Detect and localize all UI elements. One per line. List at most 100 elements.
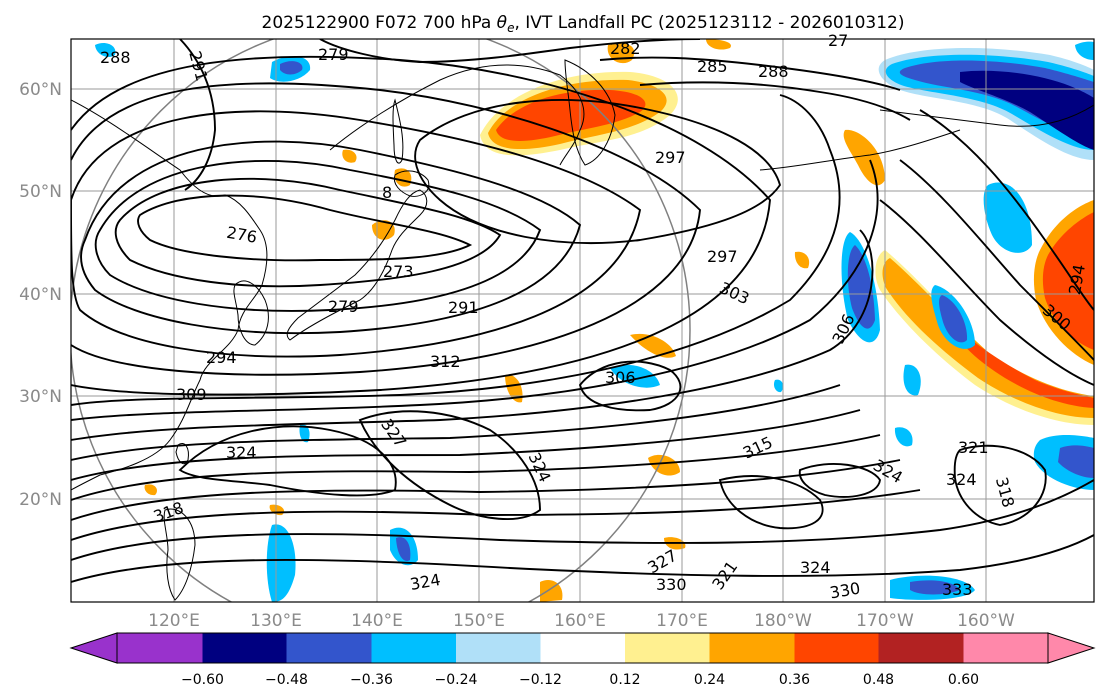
shade-blue-14 — [773, 379, 784, 393]
colorbar-tick-label: 0.12 — [609, 672, 640, 688]
landfall-region-circle — [71, 39, 691, 602]
colorbar-tick-label: 0.36 — [779, 672, 810, 688]
contour-ridge-d — [919, 109, 1094, 311]
shade-blue-12 — [299, 424, 310, 443]
contour-282 — [94, 159, 542, 312]
coast-asia-east — [71, 99, 268, 491]
contour-291 — [71, 82, 701, 376]
contour-label: 309 — [176, 385, 207, 404]
colorbar-bin — [963, 633, 1048, 663]
coast-okhotsk — [329, 64, 585, 166]
colorbar-tick-labels: −0.60 −0.48 −0.36 −0.24 −0.12 0.12 0.24 … — [181, 672, 979, 688]
figure-title: 2025122900 F072 700 hPa θe, IVT Landfall… — [262, 13, 905, 35]
contour-327 — [71, 534, 1094, 583]
colorbar-tick-label: −0.12 — [519, 672, 562, 688]
contour-label: 330 — [656, 575, 687, 594]
colorbar: −0.60 −0.48 −0.36 −0.24 −0.12 0.12 0.24 … — [69, 632, 1096, 688]
contour-label: 288 — [758, 62, 789, 81]
contour-low-a — [178, 425, 397, 497]
shade-patch-12 — [794, 251, 810, 269]
contour-label: 285 — [697, 57, 728, 76]
contour-label-group: 288 279 291 282 285 288 297 276 273 297 … — [100, 31, 1089, 602]
lon-label-120e: 120°E — [148, 611, 200, 631]
colorbar-tick-label: −0.24 — [435, 672, 478, 688]
contour-279-inner — [114, 177, 502, 288]
coast-aleutians — [759, 129, 961, 171]
shade-ne-blue-2b — [983, 182, 1032, 253]
colorbar-bin — [709, 633, 795, 663]
colorbar-bin — [625, 633, 710, 663]
coast-philippines — [163, 508, 196, 601]
lon-label-180w: 180°W — [754, 611, 812, 631]
shade-blue-3 — [610, 364, 660, 388]
colorbar-bin — [202, 633, 287, 663]
shade-blue-8b — [396, 537, 411, 562]
lat-label-30n: 30°N — [19, 387, 62, 407]
contour-north-b — [319, 39, 701, 63]
lat-label-50n: 50°N — [19, 182, 62, 202]
contour-sw-b — [798, 463, 881, 498]
contour-297 — [414, 99, 782, 244]
longitude-labels: 120°E 130°E 140°E 150°E 160°E 170°E 180°… — [148, 611, 1015, 631]
latitude-labels: 60°N 50°N 40°N 30°N 20°N — [19, 80, 62, 510]
contour-label: 333 — [942, 580, 973, 599]
colorbar-bin — [117, 633, 203, 663]
lon-label-160e: 160°E — [554, 611, 606, 631]
map-panel: 288 279 291 282 285 288 297 276 273 297 … — [70, 31, 1095, 603]
coast-alaska — [879, 104, 1094, 127]
coast-sakhalin — [392, 98, 404, 164]
lon-label-150e: 150°E — [453, 611, 505, 631]
lon-label-170w: 170°W — [856, 611, 914, 631]
shaded-anomaly-fields — [95, 39, 1094, 602]
contour-label: 27 — [828, 31, 848, 50]
contour-label: 306 — [605, 368, 636, 387]
contour-label: 279 — [328, 297, 359, 316]
coast-korea — [233, 280, 269, 346]
contour-315 — [71, 434, 881, 501]
contour-324 — [71, 479, 1094, 561]
shade-blue-7b — [910, 580, 960, 595]
map-frame — [70, 38, 1095, 603]
contour-303 — [71, 159, 879, 421]
contour-label: 312 — [430, 352, 461, 371]
title-prefix: 2025122900 F072 700 hPa — [262, 13, 497, 33]
contour-label: 288 — [100, 48, 131, 67]
shade-blue-6b — [1058, 445, 1094, 478]
coast-taiwan — [175, 443, 189, 465]
contour-label: 324 — [226, 443, 257, 462]
coast-hokkaido — [393, 170, 430, 197]
shade-blue-9 — [266, 524, 296, 602]
contour-306 — [71, 229, 874, 441]
contour-label: 324 — [946, 470, 977, 489]
contour-312 — [71, 409, 861, 481]
colorbar-tick-label: 0.48 — [863, 672, 894, 688]
coast-japan — [286, 189, 428, 341]
colorbar-bin — [286, 633, 372, 663]
coast-kamchatka — [564, 59, 616, 166]
contour-288 — [71, 110, 642, 358]
colorbar-bin — [878, 633, 964, 663]
contour-north-d — [639, 81, 911, 121]
lat-label-40n: 40°N — [19, 285, 62, 305]
contour-label: 294 — [206, 348, 237, 367]
colorbar-bin — [540, 633, 625, 663]
shade-patch-8 — [505, 374, 523, 403]
contour-sw-a — [718, 475, 824, 530]
lon-label-130e: 130°E — [250, 611, 302, 631]
shade-patch-13 — [144, 484, 157, 496]
contour-label: 297 — [655, 148, 686, 167]
shade-mid-blue-1b — [847, 245, 875, 329]
colorbar-tick-label: −0.60 — [181, 672, 224, 688]
shade-patch-6 — [342, 149, 357, 163]
lon-label-140e: 140°E — [351, 611, 403, 631]
title-theta-symbol: θ — [497, 13, 508, 33]
contour-ridge-c — [899, 159, 1094, 361]
colorbar-bin — [456, 633, 541, 663]
contour-label: 297 — [707, 247, 738, 266]
theta-e-contours — [71, 39, 1094, 583]
colorbar-bin — [794, 633, 879, 663]
shade-blue-10b — [280, 61, 303, 75]
shade-blue-11 — [95, 43, 116, 57]
